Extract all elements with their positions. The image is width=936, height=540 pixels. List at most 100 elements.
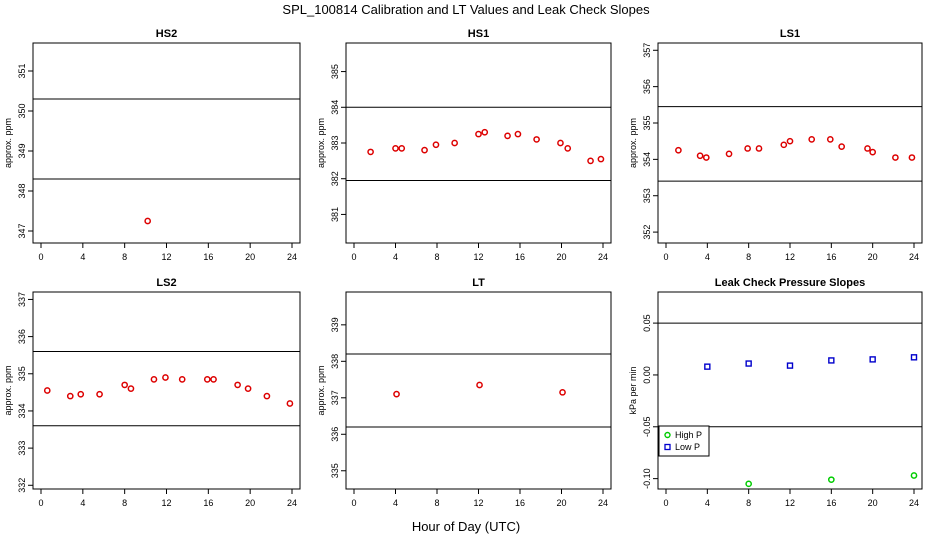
data-point bbox=[162, 374, 169, 381]
x-tick-label: 24 bbox=[287, 498, 297, 508]
figure-xlabel: Hour of Day (UTC) bbox=[412, 519, 520, 534]
y-tick-label: 337 bbox=[330, 390, 340, 405]
y-tick-label: 334 bbox=[17, 403, 27, 418]
x-tick-label: 12 bbox=[161, 498, 171, 508]
y-axis-label: approx. ppm bbox=[316, 365, 326, 415]
x-tick-label: 0 bbox=[351, 498, 356, 508]
data-point bbox=[210, 375, 217, 383]
x-tick-label: 0 bbox=[663, 498, 668, 508]
legend-box bbox=[658, 425, 710, 457]
y-tick-label: 352 bbox=[642, 225, 652, 240]
x-tick-label: 12 bbox=[161, 252, 171, 262]
data-point bbox=[808, 136, 816, 143]
data-point bbox=[744, 145, 751, 152]
legend: High P Low P bbox=[658, 425, 710, 457]
data-point bbox=[725, 150, 733, 158]
data-point bbox=[421, 146, 428, 154]
data-point bbox=[910, 472, 918, 479]
data-point bbox=[557, 139, 564, 147]
panel-1: HS2 0 4 8 12 16 20 24 347 348 349 350 351 approx. ppm bbox=[3, 28, 301, 262]
y-tick-label: 351 bbox=[17, 63, 27, 78]
plot-frame bbox=[657, 42, 923, 244]
panel-title: LT bbox=[472, 277, 485, 289]
panel-4: LS2 0 4 8 12 16 20 24 332 333 334 335 336 337 approx. … bbox=[3, 277, 301, 508]
x-tick-label: 4 bbox=[80, 498, 85, 508]
data-point bbox=[780, 141, 788, 149]
x-tick-label: 0 bbox=[38, 498, 43, 508]
y-tick-label: 384 bbox=[330, 100, 340, 115]
data-point bbox=[869, 356, 876, 363]
y-axis-label: kPa per min bbox=[628, 366, 638, 414]
data-point bbox=[393, 390, 400, 398]
data-point bbox=[827, 476, 835, 484]
data-point bbox=[66, 392, 74, 400]
data-point bbox=[786, 137, 794, 145]
data-point bbox=[828, 357, 835, 364]
data-point bbox=[864, 145, 871, 152]
x-tick-label: 20 bbox=[868, 252, 878, 262]
data-point bbox=[704, 363, 711, 370]
x-tick-label: 16 bbox=[515, 252, 525, 262]
data-point bbox=[203, 375, 211, 383]
data-point bbox=[144, 217, 152, 225]
y-tick-label: 382 bbox=[330, 171, 340, 186]
data-point bbox=[263, 392, 271, 400]
x-tick-label: 4 bbox=[80, 252, 85, 262]
y-tick-label: 354 bbox=[642, 152, 652, 167]
x-tick-label: 12 bbox=[785, 252, 795, 262]
legend-marker bbox=[664, 443, 671, 451]
panel-title: LS2 bbox=[156, 277, 176, 289]
plot-frame bbox=[32, 42, 301, 244]
data-point bbox=[398, 145, 406, 152]
panel-title: HS2 bbox=[156, 28, 177, 40]
x-tick-label: 0 bbox=[38, 252, 43, 262]
x-tick-label: 0 bbox=[351, 252, 356, 262]
y-tick-label: 381 bbox=[330, 207, 340, 222]
data-point bbox=[178, 375, 186, 383]
x-tick-label: 0 bbox=[663, 252, 668, 262]
data-point bbox=[564, 145, 572, 152]
y-tick-label: 335 bbox=[330, 463, 340, 478]
y-tick-label: 339 bbox=[330, 317, 340, 332]
panel-title: LS1 bbox=[780, 28, 800, 40]
y-axis-label: approx. ppm bbox=[3, 118, 13, 168]
y-tick-label: 0.00 bbox=[642, 366, 652, 384]
data-point bbox=[745, 480, 753, 488]
x-tick-label: 8 bbox=[122, 498, 127, 508]
data-point bbox=[234, 381, 241, 389]
data-point bbox=[432, 141, 440, 149]
x-tick-label: 20 bbox=[556, 498, 566, 508]
data-point bbox=[150, 375, 158, 383]
data-point bbox=[367, 148, 374, 156]
panel-3: LS1 0 4 8 12 16 20 24 352 353 354 355 356 357 approx. … bbox=[628, 28, 923, 262]
x-tick-label: 16 bbox=[826, 252, 836, 262]
panel-2: HS1 0 4 8 12 16 20 24 381 382 383 384 385 approx. ppm bbox=[316, 28, 612, 262]
data-point bbox=[755, 145, 763, 152]
data-point bbox=[702, 154, 710, 161]
y-tick-label: 336 bbox=[330, 427, 340, 442]
x-tick-label: 12 bbox=[473, 252, 483, 262]
legend-label: Low P bbox=[675, 442, 700, 452]
panel-title: HS1 bbox=[468, 28, 489, 40]
data-point bbox=[451, 139, 458, 147]
data-point bbox=[475, 130, 482, 138]
legend-label: High P bbox=[675, 430, 702, 440]
x-tick-label: 16 bbox=[515, 498, 525, 508]
data-point bbox=[826, 136, 834, 143]
x-tick-label: 16 bbox=[203, 498, 213, 508]
data-point bbox=[244, 385, 252, 392]
data-point bbox=[587, 157, 594, 165]
y-tick-label: 353 bbox=[642, 188, 652, 203]
x-tick-label: 4 bbox=[705, 498, 710, 508]
figure-title: SPL_100814 Calibration and LT Values and… bbox=[282, 2, 650, 17]
y-tick-label: 383 bbox=[330, 135, 340, 150]
data-point bbox=[597, 155, 605, 163]
plot-frame bbox=[32, 291, 301, 490]
y-axis-label: approx. ppm bbox=[3, 365, 13, 415]
data-point bbox=[43, 387, 51, 394]
panels: HS2 0 4 8 12 16 20 24 347 348 349 350 351 approx. ppm… bbox=[3, 28, 923, 508]
x-tick-label: 12 bbox=[785, 498, 795, 508]
x-tick-label: 24 bbox=[287, 252, 297, 262]
data-point bbox=[77, 390, 85, 398]
